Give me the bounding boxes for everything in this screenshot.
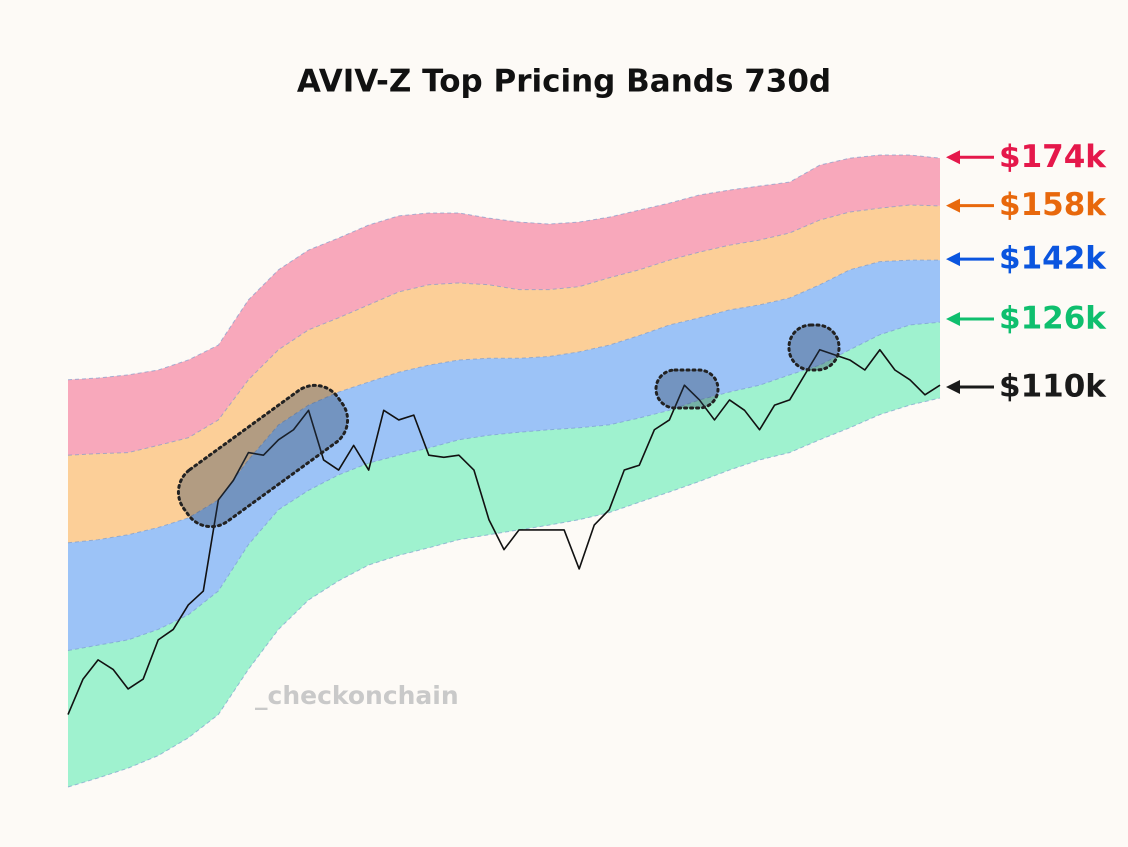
band-boundary: [67, 259, 940, 544]
level-label: $126k: [999, 300, 1107, 336]
band-boundary: [67, 321, 941, 652]
level-arrow-head: [946, 311, 960, 326]
level-label: $174k: [999, 139, 1107, 175]
band-boundary: [67, 154, 941, 381]
highlight: [654, 368, 720, 410]
level-arrow-head: [946, 150, 960, 165]
chart-title: AVIV-Z Top Pricing Bands 730d: [297, 64, 831, 100]
highlight: [787, 323, 841, 372]
band-fill: [68, 260, 940, 651]
level-label: $158k: [999, 187, 1107, 223]
level-arrow-head: [946, 380, 960, 395]
highlights: [176, 323, 841, 529]
price-line: [67, 348, 941, 715]
highlight: [176, 383, 350, 529]
band-boundary: [67, 397, 941, 788]
plot-area: [67, 154, 941, 788]
level-arrow-head: [946, 198, 960, 213]
watermark: _checkonchain: [255, 681, 459, 710]
level-labels: $174k $158k $142k $126k $110k: [946, 139, 1107, 405]
band-fill: [68, 155, 940, 456]
level-label: $142k: [999, 241, 1107, 277]
band-boundary: [67, 204, 941, 456]
level-arrow-head: [946, 252, 960, 267]
band-fill: [68, 322, 940, 787]
band-fill: [68, 204, 940, 543]
level-label: $110k: [999, 369, 1107, 405]
